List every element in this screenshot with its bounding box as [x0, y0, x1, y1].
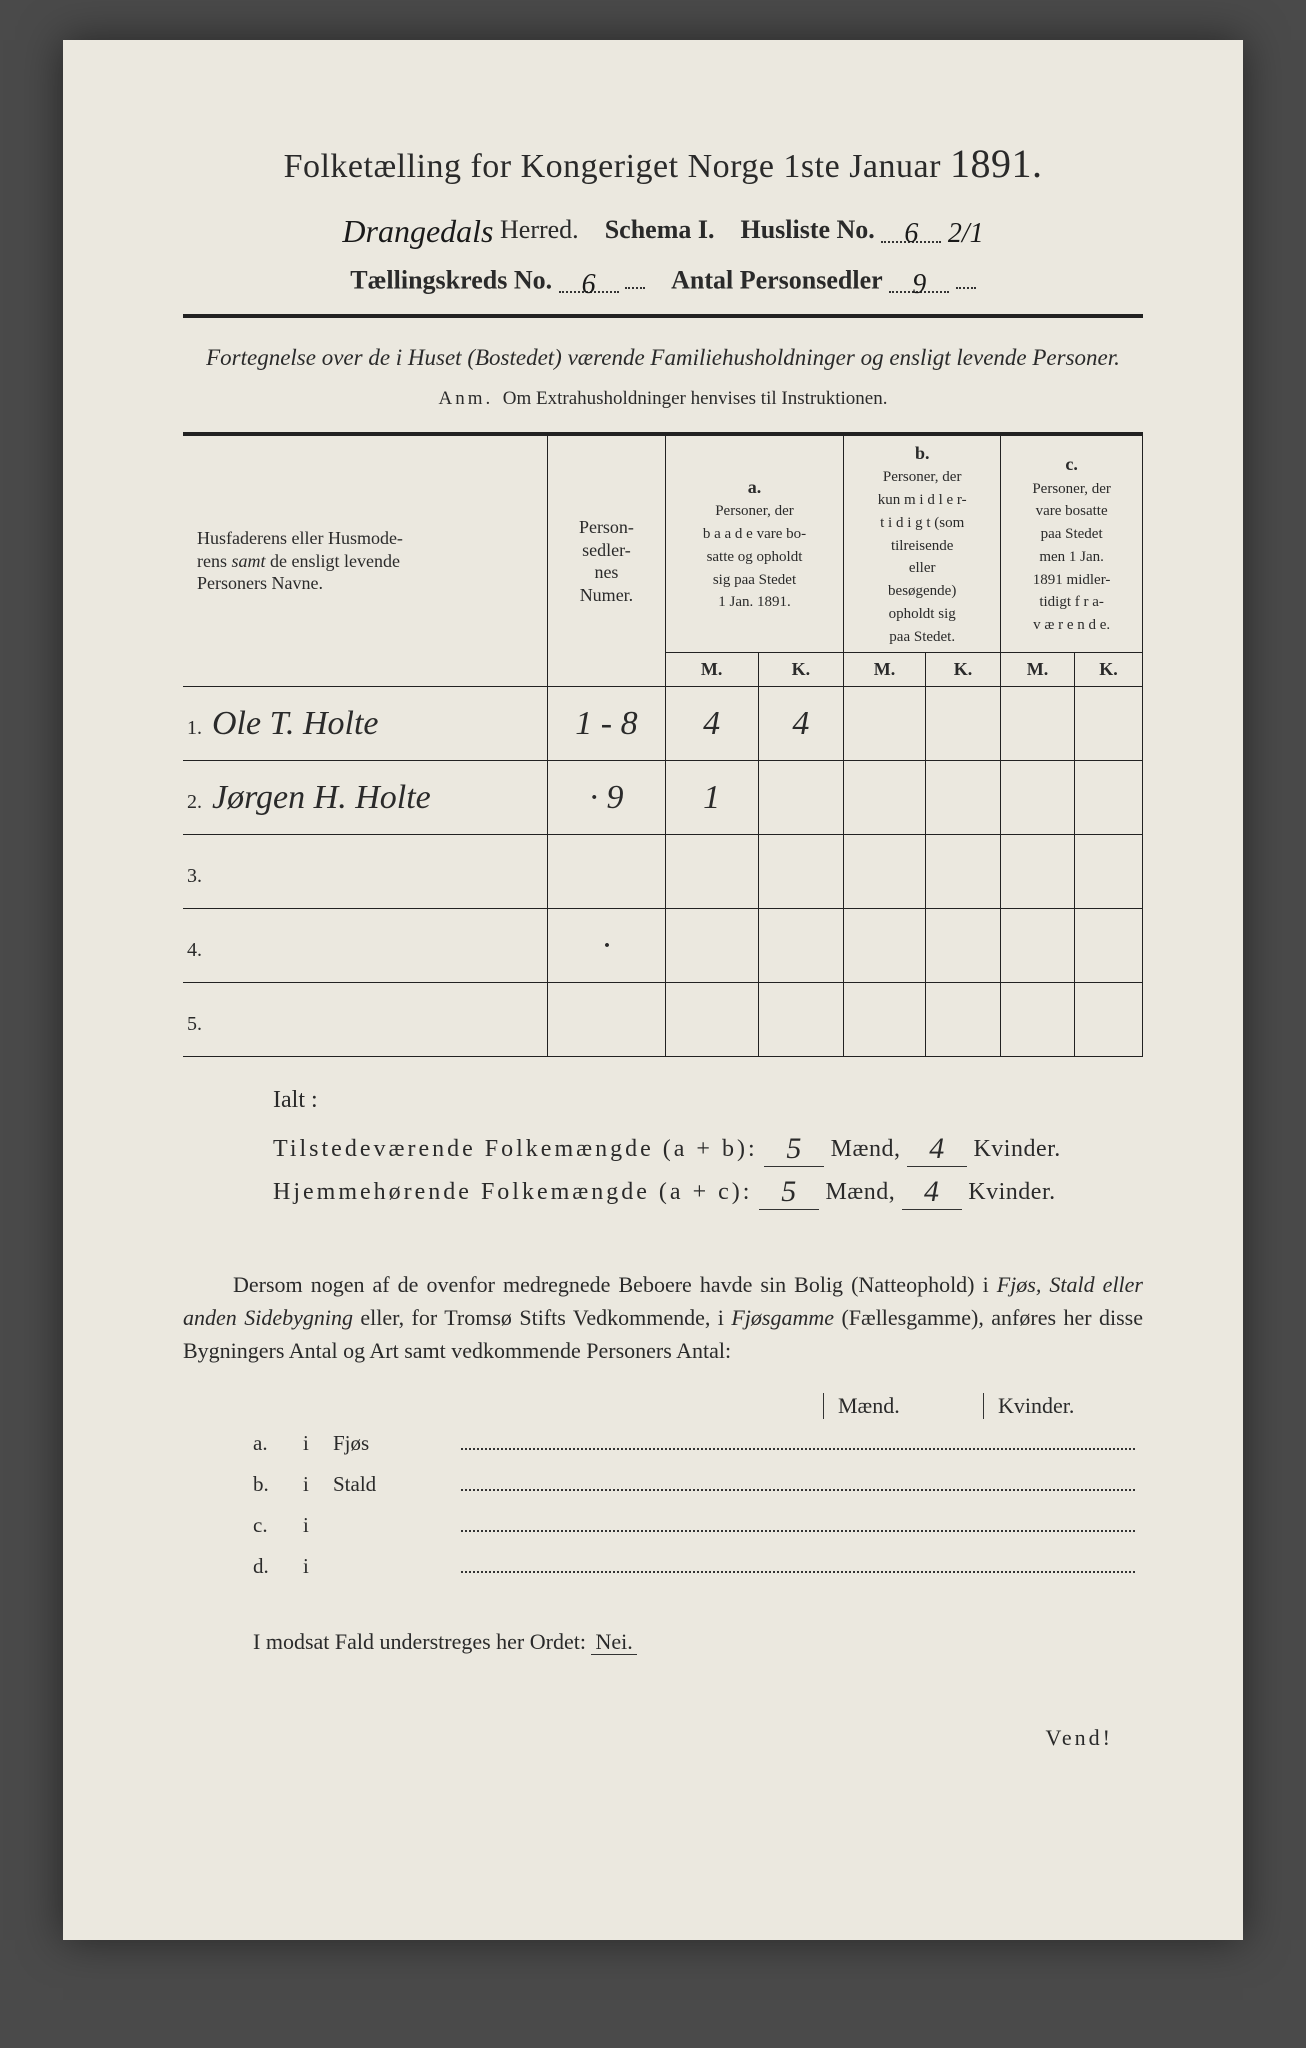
c-k: K. — [1074, 653, 1142, 687]
kreds-no: 6 — [582, 269, 596, 300]
row-name: Ole T. Holte — [212, 705, 379, 742]
sum2-k: 4 — [902, 1175, 962, 1210]
table-row: 5. — [183, 983, 1143, 1057]
row-num: 1. — [187, 717, 202, 739]
schema-label: Schema I. — [605, 215, 715, 244]
sub-a: a. — [253, 1431, 303, 1456]
sum1-m: 5 — [764, 1132, 824, 1167]
anm-text: Om Extrahusholdninger henvises til Instr… — [503, 388, 888, 409]
sublist: a. i Fjøs b. i Stald c. i d. i — [253, 1429, 1143, 1579]
row-pnum: · 9 — [589, 779, 623, 816]
intro-italic: Fortegnelse over de i Huset (Bostedet) v… — [183, 342, 1143, 374]
sub-b: b. — [253, 1472, 303, 1497]
title-year: 1891. — [950, 141, 1043, 186]
husliste-no: 6 — [904, 218, 918, 249]
b-text: Personer, derkun m i d l e r-t i d i g t… — [878, 469, 967, 644]
final-line: I modsat Fald understreges her Ordet: Ne… — [253, 1629, 1143, 1655]
maend-col: Mænd. — [823, 1393, 943, 1419]
mk-header: Mænd. Kvinder. — [183, 1393, 1143, 1419]
table-row: 2. Jørgen H. Holte · 9 1 — [183, 761, 1143, 835]
a-k: K. — [758, 653, 844, 687]
sublist-row-a: a. i Fjøs — [253, 1429, 1143, 1456]
husliste-label: Husliste No. — [740, 215, 874, 244]
anm-line: Anm. Om Extrahusholdninger henvises til … — [183, 388, 1143, 410]
a-text: Personer, derb a a d e vare bo-satte og … — [703, 503, 806, 610]
sub-i4: i — [303, 1554, 333, 1579]
col-b-head: b. Personer, derkun m i d l e r-t i d i … — [844, 434, 1001, 653]
herred-label: Herred. — [500, 215, 579, 244]
row-num: 4. — [187, 939, 202, 961]
main-table: Husfaderens eller Husmode-rens samt de e… — [183, 432, 1143, 1058]
anm-label: Anm. — [439, 388, 494, 409]
sublist-row-d: d. i — [253, 1552, 1143, 1579]
personsedler-no: 9 — [912, 269, 926, 300]
col-a-head: a. Personer, derb a a d e vare bo-satte … — [665, 434, 843, 653]
sub-i3: i — [303, 1513, 333, 1538]
maend-label2: Mænd, — [825, 1179, 895, 1205]
sub-c: c. — [253, 1513, 303, 1538]
table-body: 1. Ole T. Holte 1 - 8 4 4 2. Jørgen H. Hol… — [183, 687, 1143, 1057]
table-row: 4. · — [183, 909, 1143, 983]
sub-i: i — [303, 1431, 333, 1456]
dots — [461, 1429, 1135, 1450]
vend-label: Vend! — [183, 1725, 1143, 1751]
row-pnum: · — [602, 927, 611, 964]
body-paragraph: Dersom nogen af de ovenfor medregnede Be… — [183, 1268, 1143, 1367]
sublist-row-b: b. i Stald — [253, 1470, 1143, 1497]
dots — [461, 1552, 1135, 1573]
herred-handwritten: Drangedals — [342, 213, 493, 249]
personsedler-label: Antal Personsedler — [671, 266, 883, 295]
row-num: 3. — [187, 865, 202, 887]
row-name: Jørgen H. Holte — [212, 779, 431, 816]
final-nei: Nei. — [591, 1629, 636, 1655]
dots — [461, 1470, 1135, 1491]
c-text: Personer, dervare bosattepaa Stedetmen 1… — [1032, 481, 1111, 634]
a-m: M. — [665, 653, 758, 687]
summary-line-2: Hjemmehørende Folkemængde (a + c): 5 Mæn… — [273, 1173, 1143, 1208]
summary-line-1: Tilstedeværende Folkemængde (a + b): 5 M… — [273, 1130, 1143, 1165]
husliste-frac: 2/1 — [948, 218, 984, 249]
col-c-head: c. Personer, dervare bosattepaa Stedetme… — [1001, 434, 1143, 653]
c-m: M. — [1001, 653, 1075, 687]
sublist-row-c: c. i — [253, 1511, 1143, 1538]
census-form-page: Folketælling for Kongeriget Norge 1ste J… — [63, 40, 1243, 1940]
kvinder-label2: Kvinder. — [968, 1179, 1055, 1205]
table-row: 1. Ole T. Holte 1 - 8 4 4 — [183, 687, 1143, 761]
row-num: 5. — [187, 1013, 202, 1035]
row-aM: 4 — [703, 705, 720, 742]
b-label: b. — [915, 443, 930, 463]
header-row-2: Tællingskreds No. 6 Antal Personsedler 9 — [183, 260, 1143, 296]
sub-d: d. — [253, 1554, 303, 1579]
row-aM: 1 — [703, 779, 720, 816]
b-k: K. — [925, 653, 1000, 687]
a-label: a. — [748, 477, 762, 497]
page-title: Folketælling for Kongeriget Norge 1ste J… — [183, 140, 1143, 187]
col-personsedler-head: Person-sedler-nesNumer. — [548, 434, 666, 687]
table-row: 3. — [183, 835, 1143, 909]
final-text: I modsat Fald understreges her Ordet: — [253, 1629, 586, 1654]
b-m: M. — [844, 653, 926, 687]
sum1-label: Tilstedeværende Folkemængde (a + b): — [273, 1136, 758, 1162]
sub-i2: i — [303, 1472, 333, 1497]
kreds-label: Tællingskreds No. — [350, 266, 552, 295]
row-aK: 4 — [792, 705, 809, 742]
sum2-label: Hjemmehørende Folkemængde (a + c): — [273, 1179, 752, 1205]
c-label: c. — [1065, 454, 1078, 474]
sum2-m: 5 — [759, 1175, 819, 1210]
maend-label: Mænd, — [831, 1136, 901, 1162]
kvinder-col: Kvinder. — [983, 1393, 1103, 1419]
sum1-k: 4 — [907, 1132, 967, 1167]
ialt-label: Ialt : — [273, 1087, 1143, 1114]
header-row-1: Drangedals Herred. Schema I. Husliste No… — [183, 209, 1143, 246]
sub-fjos: Fjøs — [333, 1431, 453, 1456]
kvinder-label: Kvinder. — [973, 1136, 1060, 1162]
row-num: 2. — [187, 791, 202, 813]
sub-stald: Stald — [333, 1472, 453, 1497]
dots — [461, 1511, 1135, 1532]
col-names-head: Husfaderens eller Husmode-rens samt de e… — [183, 434, 548, 687]
title-main: Folketælling for Kongeriget Norge 1ste J… — [284, 148, 941, 185]
divider-1 — [183, 314, 1143, 318]
row-pnum: 1 - 8 — [575, 705, 637, 742]
